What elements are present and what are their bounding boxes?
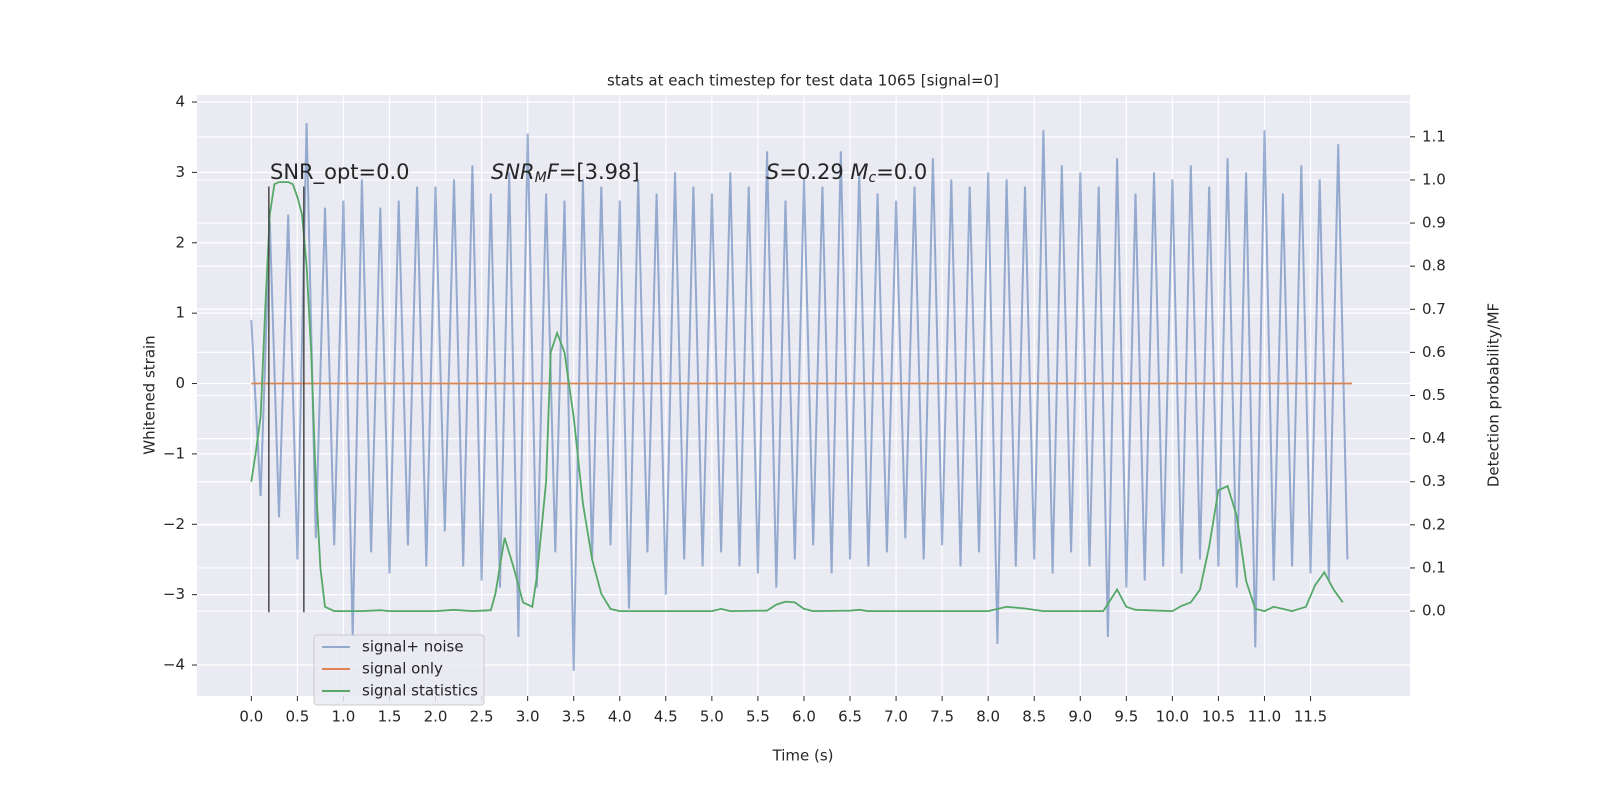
x-tick-label: 11.5 (1294, 708, 1327, 726)
x-tick-label: 11.0 (1248, 708, 1281, 726)
annotation-part: =0.0 (876, 160, 927, 184)
x-tick-label: 1.0 (332, 708, 356, 726)
x-tick-label: 9.5 (1114, 708, 1138, 726)
annotation: S=0.29 Mc=0.0 (766, 160, 927, 186)
annotation-part: =[3.98] (559, 160, 640, 184)
x-tick-label: 5.5 (746, 708, 770, 726)
y2-tick-label: 0.3 (1422, 472, 1446, 490)
y-tick-label: 0 (175, 374, 185, 392)
legend-label: signal only (362, 660, 443, 678)
x-tick-label: 7.5 (930, 708, 954, 726)
x-tick-label: 8.0 (976, 708, 1000, 726)
y2-tick-label: 1.0 (1422, 170, 1446, 188)
x-tick-label: 4.5 (654, 708, 678, 726)
series-line (250, 181, 1344, 613)
x-tick-label: 9.0 (1068, 708, 1092, 726)
x-tick-label: 6.5 (838, 708, 862, 726)
x-tick-label: 6.0 (792, 708, 816, 726)
y2-tick-label: 0.0 (1422, 602, 1446, 620)
y-tick-label: −1 (163, 444, 185, 462)
x-tick-label: 0.5 (285, 708, 309, 726)
y2-tick-label: 0.4 (1422, 429, 1446, 447)
x-tick-label: 10.5 (1202, 708, 1235, 726)
annotation: SNRMF=[3.98] (491, 160, 640, 186)
y-tick-label: 3 (175, 163, 185, 181)
x-tick-label: 10.0 (1156, 708, 1189, 726)
x-axis-label: Time (s) (772, 747, 834, 765)
x-tick-label: 3.5 (562, 708, 586, 726)
y2-tick-label: 0.8 (1422, 257, 1446, 275)
annotation-part: M (535, 170, 547, 186)
y-tick-label: 2 (175, 233, 185, 251)
y2-axis-label: Detection probability/MF (1485, 303, 1503, 487)
annotation-part: =0.29 (779, 160, 850, 184)
x-tick-label: 1.5 (378, 708, 402, 726)
x-tick-label: 8.5 (1022, 708, 1046, 726)
y2-tick-label: 1.1 (1422, 127, 1446, 145)
chart-title: stats at each timestep for test data 106… (607, 72, 999, 90)
y2-tick-label: 0.7 (1422, 300, 1446, 318)
series-line (250, 123, 1349, 671)
y-tick-label: 1 (175, 304, 185, 322)
x-tick-label: 3.0 (516, 708, 540, 726)
y-tick-label: −4 (163, 656, 185, 674)
y-axis-label: Whitened strain (141, 335, 159, 454)
y2-tick-label: 0.2 (1422, 515, 1446, 533)
y-tick-label: −3 (163, 585, 185, 603)
annotation: SNR_opt=0.0 (270, 160, 410, 185)
legend-label: signal statistics (362, 682, 478, 700)
annotation-part: SNR_opt=0.0 (270, 160, 410, 185)
x-tick-label: 2.0 (424, 708, 448, 726)
x-tick-label: 2.5 (470, 708, 494, 726)
y2-tick-label: 0.6 (1422, 343, 1446, 361)
x-tick-label: 0.0 (239, 708, 263, 726)
annotation-part: SNR (491, 160, 535, 184)
legend-label: signal+ noise (362, 638, 464, 656)
annotation-part: M (850, 160, 868, 184)
annotation-part: S (766, 160, 779, 184)
x-tick-label: 4.0 (608, 708, 632, 726)
legend-box (313, 634, 485, 706)
y2-tick-label: 0.1 (1422, 558, 1446, 576)
y-tick-label: −2 (163, 515, 185, 533)
x-tick-label: 7.0 (884, 708, 908, 726)
y2-tick-label: 0.5 (1422, 386, 1446, 404)
annotation-part: c (869, 170, 877, 186)
y2-tick-label: 0.9 (1422, 214, 1446, 232)
x-tick-label: 5.0 (700, 708, 724, 726)
annotation-part: F (547, 160, 560, 184)
y-tick-label: 4 (175, 93, 185, 111)
